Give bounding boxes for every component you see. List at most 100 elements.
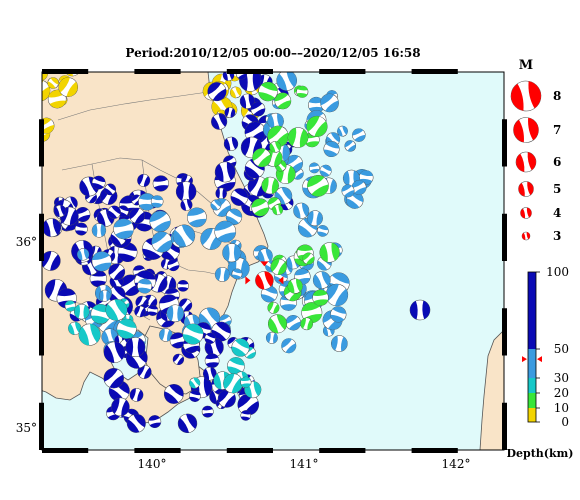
focal-mechanism xyxy=(177,413,198,434)
focal-mechanism xyxy=(108,263,126,281)
depth-tick-label: 100 xyxy=(546,265,569,279)
focal-mechanism xyxy=(337,125,348,137)
focal-mechanism xyxy=(520,207,532,219)
focal-mechanism xyxy=(319,164,332,177)
frame-ticks xyxy=(39,69,507,453)
lat-tick-label: 35° xyxy=(16,421,37,435)
focal-mechanism xyxy=(150,195,164,208)
focal-mechanism xyxy=(320,93,339,113)
focal-mechanism xyxy=(182,323,204,345)
focal-mechanism xyxy=(409,299,431,321)
focal-mechanism xyxy=(111,397,130,417)
focal-mechanism xyxy=(223,373,243,394)
focal-mechanism xyxy=(252,148,272,168)
depth-marker xyxy=(522,356,542,363)
lon-tick-label: 140° xyxy=(138,457,167,471)
magnitude-legend-label: 6 xyxy=(553,155,561,169)
focal-mechanism xyxy=(78,323,101,346)
focal-mechanism xyxy=(116,318,137,339)
focal-mechanism xyxy=(258,81,278,102)
focal-mechanism xyxy=(296,85,309,98)
focal-mechanism xyxy=(293,202,310,219)
focal-mechanism xyxy=(77,248,90,261)
focal-mechanism xyxy=(63,52,81,70)
focal-mechanism xyxy=(306,115,328,137)
lat-tick-label: 36° xyxy=(16,235,37,249)
axis-labels: 140° 141° 142° 36° 35° xyxy=(16,235,471,471)
focal-mechanism xyxy=(186,207,207,228)
magnitude-legend-label: 5 xyxy=(553,182,561,196)
focal-mechanism xyxy=(163,384,184,404)
focal-mechanism xyxy=(300,317,313,331)
depth-band xyxy=(528,378,536,393)
focal-mechanism xyxy=(214,161,236,183)
focal-mechanism xyxy=(265,331,278,344)
focal-mechanism xyxy=(188,390,201,402)
focal-mechanism xyxy=(74,303,90,320)
depth-tick-label: 50 xyxy=(554,342,569,356)
focal-mechanism xyxy=(267,314,288,334)
focal-mechanism xyxy=(74,222,88,236)
map-frame xyxy=(39,52,507,453)
focal-mechanism xyxy=(276,72,298,91)
focal-mechanism xyxy=(230,188,249,206)
focal-mechanism xyxy=(175,181,197,202)
focal-mechanism xyxy=(58,77,78,97)
focal-mechanism xyxy=(229,86,242,99)
focal-mechanism xyxy=(129,388,144,402)
focal-mechanism xyxy=(207,82,227,102)
earthquake-events xyxy=(42,52,431,434)
focal-mechanism xyxy=(231,268,243,280)
focal-mechanism xyxy=(250,101,266,117)
magnitude-legend-label: 7 xyxy=(553,123,561,137)
focal-mechanism xyxy=(307,175,329,197)
focal-mechanism xyxy=(211,113,228,130)
focal-mechanism xyxy=(137,364,152,379)
focal-mechanism xyxy=(272,204,284,216)
focal-mechanism xyxy=(287,127,309,148)
focal-mechanism xyxy=(515,151,537,173)
focal-mechanism xyxy=(169,332,186,349)
focal-mechanism xyxy=(214,220,237,243)
focal-mechanism xyxy=(47,77,59,89)
depth-tick-label: 30 xyxy=(554,371,569,385)
focal-mechanism xyxy=(518,181,534,197)
focal-mechanism xyxy=(239,93,255,109)
focal-mechanism xyxy=(103,341,126,364)
focal-mechanism xyxy=(159,328,173,342)
focal-mechanism xyxy=(223,136,239,152)
focal-mechanism xyxy=(137,173,151,187)
depth-band xyxy=(528,349,536,378)
focal-mechanism xyxy=(274,92,292,110)
focal-mechanism xyxy=(267,301,280,314)
focal-mechanism xyxy=(68,321,82,335)
magnitude-legend-label: 4 xyxy=(553,206,561,220)
depth-band xyxy=(528,272,536,349)
focal-mechanism xyxy=(105,299,128,321)
focal-mechanism xyxy=(270,258,287,276)
focal-mechanism xyxy=(323,141,340,158)
focal-mechanism xyxy=(64,300,76,312)
depth-tick-label: 20 xyxy=(554,386,569,400)
focal-mechanism xyxy=(521,231,531,241)
lon-tick-label: 142° xyxy=(442,457,471,471)
focal-mechanism xyxy=(129,207,146,224)
focal-mechanism xyxy=(330,306,347,323)
depth-tick-label: 10 xyxy=(554,401,569,415)
focal-mechanism xyxy=(166,304,185,323)
magnitude-legend-label: 8 xyxy=(553,89,561,103)
focal-mechanism xyxy=(152,175,169,192)
focal-mechanism xyxy=(201,405,214,418)
focal-mechanism xyxy=(148,415,162,428)
focal-mechanism xyxy=(285,314,302,331)
focal-mechanism xyxy=(210,199,222,211)
focal-mechanism xyxy=(341,184,355,198)
focal-mechanism xyxy=(138,193,156,211)
depth-scale-title: Depth(km) xyxy=(507,447,574,460)
focal-mechanism xyxy=(107,205,121,219)
focal-mechanism xyxy=(42,250,61,271)
focal-mechanism xyxy=(222,243,242,263)
focal-mechanism xyxy=(302,252,315,265)
